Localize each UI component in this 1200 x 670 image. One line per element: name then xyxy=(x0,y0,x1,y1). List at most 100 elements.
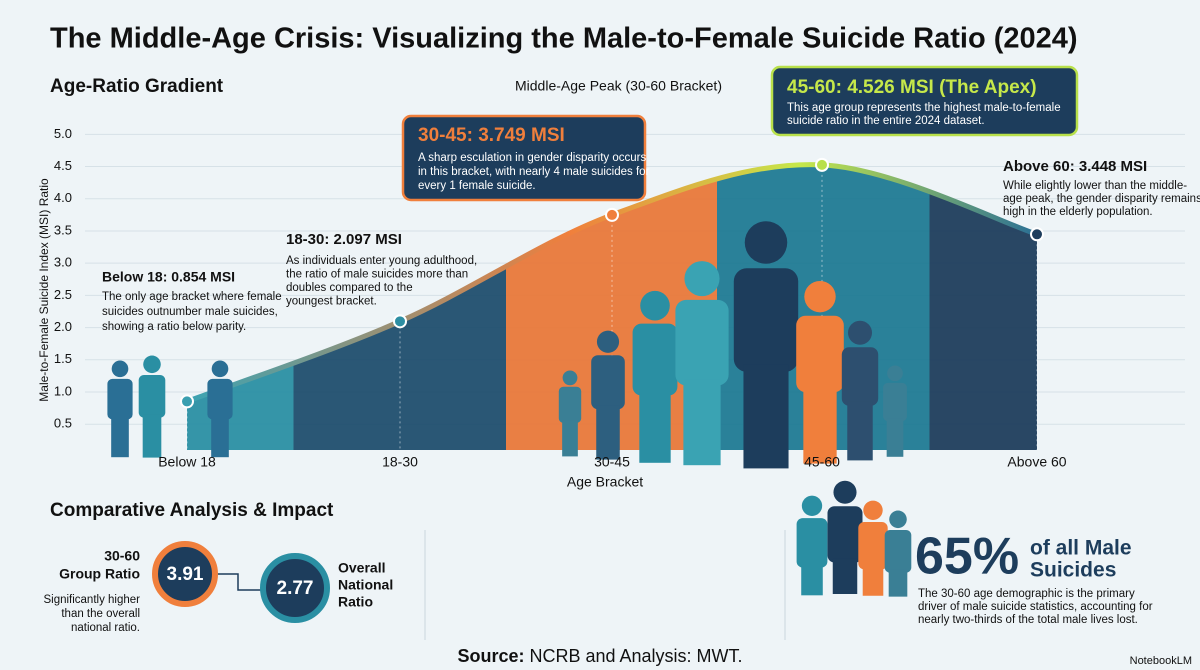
stat-value: 65% xyxy=(915,528,1019,586)
person-head xyxy=(143,355,161,374)
data-point xyxy=(1030,227,1044,242)
national-label: Overall xyxy=(338,560,385,576)
source-label: Source: xyxy=(457,646,524,666)
person-legs xyxy=(639,390,671,463)
annotation-text: A sharp esculation in gender disparity o… xyxy=(418,152,646,164)
annotation-title: Below 18: 0.854 MSI xyxy=(102,269,235,285)
person xyxy=(558,370,582,457)
y-tick-label: 2.0 xyxy=(54,319,72,334)
stat-note: driver of male suicide statistics, accou… xyxy=(918,601,1153,613)
person xyxy=(107,360,133,458)
person-legs xyxy=(888,569,908,597)
person xyxy=(827,480,863,594)
person-legs xyxy=(886,418,904,457)
person xyxy=(883,365,907,457)
stat-note: nearly two-thirds of the total male live… xyxy=(918,614,1138,626)
person-body xyxy=(884,529,912,573)
person-body xyxy=(138,374,166,418)
y-tick-label: 2.5 xyxy=(54,287,72,302)
group-value: 3.91 xyxy=(167,564,204,585)
person-legs xyxy=(847,401,873,461)
person-head xyxy=(684,261,720,297)
annotation-text: youngest bracket. xyxy=(286,296,377,308)
x-tick-label: Above 60 xyxy=(1007,454,1066,470)
annotation-text: in this bracket, with nearly 4 male suic… xyxy=(418,166,650,178)
x-axis-label: Age Bracket xyxy=(567,474,643,490)
x-tick-label: 18-30 xyxy=(382,454,418,470)
person-head xyxy=(833,480,857,504)
annotation-title: Above 60: 3.448 MSI xyxy=(1003,158,1147,175)
national-circle xyxy=(260,553,330,623)
person xyxy=(591,330,625,460)
person-head xyxy=(847,320,873,345)
person-body xyxy=(858,522,888,570)
annotation-text: showing a ratio below parity. xyxy=(102,321,246,333)
annotation-text: While elightly lower than the middle- xyxy=(1003,180,1187,192)
group-circle xyxy=(152,541,218,607)
person-legs xyxy=(803,387,837,464)
person-body xyxy=(841,347,879,406)
person-head xyxy=(562,370,578,386)
person xyxy=(675,261,729,466)
person xyxy=(858,500,888,596)
person-body xyxy=(675,299,729,386)
person-legs xyxy=(832,558,858,594)
y-tick-label: 3.5 xyxy=(54,222,72,237)
watermark: NotebookLM xyxy=(1130,655,1192,667)
person-head xyxy=(111,360,129,378)
person-legs xyxy=(142,414,162,458)
y-tick-label: 1.5 xyxy=(54,351,72,366)
data-point xyxy=(393,314,407,329)
person-body xyxy=(796,315,844,393)
person-legs xyxy=(111,416,129,458)
person-body xyxy=(733,268,799,372)
person xyxy=(841,320,879,461)
annotation-text: age peak, the gender disparity remains xyxy=(1003,193,1200,205)
person-head xyxy=(801,495,823,516)
person-head xyxy=(640,290,670,321)
data-point xyxy=(815,157,829,172)
annotation-text: The only age bracket where female xyxy=(102,291,282,303)
national-label: Ratio xyxy=(338,594,373,610)
stat-label: of all Male xyxy=(1030,537,1132,560)
annotation-title: 45-60: 4.526 MSI (The Apex) xyxy=(787,77,1037,98)
y-tick-label: 0.5 xyxy=(54,416,72,431)
group-label: 30-60 xyxy=(104,548,140,564)
national-value: 2.77 xyxy=(277,578,314,599)
annotation-title: 30-45: 3.749 MSI xyxy=(418,125,565,146)
person-legs xyxy=(683,379,721,466)
y-tick-label: 1.0 xyxy=(54,383,72,398)
person-body xyxy=(591,355,625,410)
person xyxy=(138,355,166,458)
person-body xyxy=(632,323,678,396)
data-point xyxy=(605,207,619,222)
person-head xyxy=(863,500,883,520)
x-tick-label: Below 18 xyxy=(158,454,216,470)
group-note: Significantly higher xyxy=(43,594,140,606)
person xyxy=(733,221,799,469)
person xyxy=(884,510,912,597)
source-text: NCRB and Analysis: MWT. xyxy=(524,646,742,666)
annotation-title: 18-30: 2.097 MSI xyxy=(286,231,402,248)
annotation-text: suicide ratio in the entire 2024 dataset… xyxy=(787,115,985,127)
data-point xyxy=(180,394,194,409)
person-body xyxy=(558,386,582,423)
annotation-text: As individuals enter young adulthood, xyxy=(286,255,477,267)
stat-label: Suicides xyxy=(1030,559,1116,582)
person xyxy=(796,280,844,464)
group-label: Group Ratio xyxy=(59,566,140,582)
group-note: than the overall xyxy=(61,608,140,620)
person-legs xyxy=(562,420,578,457)
national-label: National xyxy=(338,577,393,593)
person-legs xyxy=(596,405,620,460)
person-head xyxy=(596,330,620,353)
annotation-text: doubles compared to the xyxy=(286,282,413,294)
chart-title: Age-Ratio Gradient xyxy=(50,76,224,97)
source: Source: NCRB and Analysis: MWT. xyxy=(457,646,742,666)
person-body xyxy=(796,518,828,568)
person-head xyxy=(744,221,788,264)
annotation-text: suicides outnumber male suicides, xyxy=(102,306,278,318)
person-legs xyxy=(211,416,229,458)
annotation-text: every 1 female suicide. xyxy=(418,180,536,192)
y-axis-label: Male-to-Female Suicide Index (MSI) Ratio xyxy=(37,178,51,402)
